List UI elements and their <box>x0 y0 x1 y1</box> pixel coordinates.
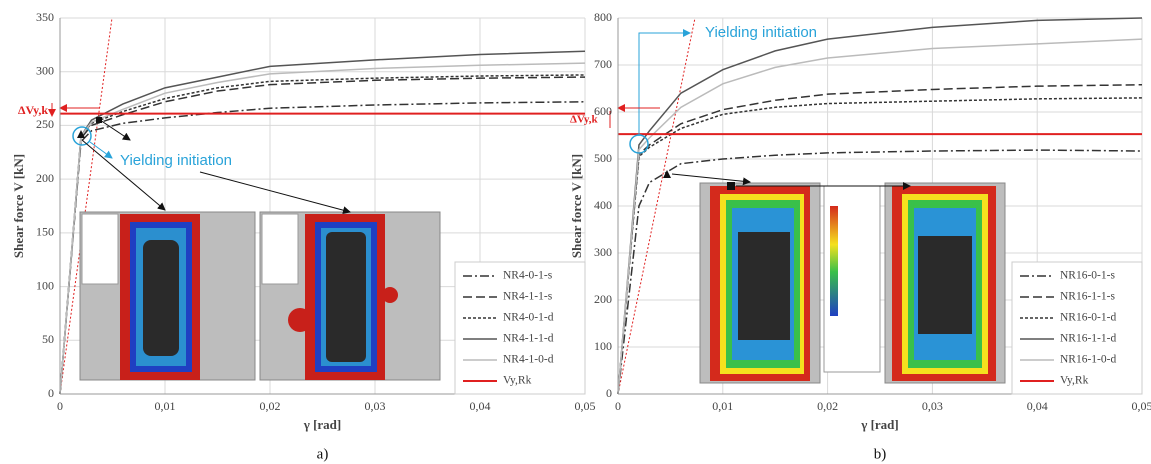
legend-label: NR4-0-1-s <box>503 270 553 282</box>
x-tick-label: 0,05 <box>575 399 596 413</box>
y-tick-label: 250 <box>36 117 54 131</box>
x-tick-label: 0 <box>57 399 63 413</box>
legend-label: NR16-0-1-d <box>1060 312 1116 324</box>
y-tick-label: 0 <box>606 386 612 400</box>
x-tick-label: 0,04 <box>1027 399 1048 413</box>
annotation: Yielding initiation <box>120 152 232 169</box>
y-tick-label: 150 <box>36 225 54 239</box>
y-tick-label: 50 <box>42 332 54 346</box>
legend-label: Vy,Rk <box>503 375 532 387</box>
x-tick-label: 0,04 <box>470 399 491 413</box>
y-axis-title: Shear force V [kN] <box>569 154 584 258</box>
y-tick-label: 300 <box>36 63 54 77</box>
x-tick-label: 0,01 <box>712 399 733 413</box>
y-tick-label: 200 <box>36 171 54 185</box>
figure: Yielding initiation ΔVy,k Yielding initi… <box>0 0 1151 464</box>
x-axis-title: γ [rad] <box>860 417 899 432</box>
y-tick-label: 500 <box>594 151 612 165</box>
legend-label: NR16-1-0-d <box>1060 354 1116 366</box>
legend-label: NR16-0-1-s <box>1060 270 1115 282</box>
x-tick-label: 0,01 <box>155 399 176 413</box>
fe-inset <box>700 183 1005 383</box>
y-axis-title: Shear force V [kN] <box>11 154 26 258</box>
y-tick-label: 200 <box>594 292 612 306</box>
y-tick-label: 700 <box>594 57 612 71</box>
x-tick-label: 0,02 <box>260 399 281 413</box>
legend-label: NR16-1-1-d <box>1060 333 1116 345</box>
legend-label: NR4-1-0-d <box>503 354 554 366</box>
annotation: Yielding initiation <box>705 24 817 41</box>
y-tick-label: 300 <box>594 245 612 259</box>
y-tick-label: 400 <box>594 198 612 212</box>
y-tick-label: 600 <box>594 104 612 118</box>
x-tick-label: 0 <box>615 399 621 413</box>
y-tick-label: 100 <box>36 278 54 292</box>
x-tick-label: 0,05 <box>1132 399 1151 413</box>
y-tick-label: 0 <box>48 386 54 400</box>
x-axis-title: γ [rad] <box>303 417 342 432</box>
legend-label: NR4-1-1-d <box>503 333 554 345</box>
legend-label: NR4-0-1-d <box>503 312 554 324</box>
y-tick-label: 100 <box>594 339 612 353</box>
y-tick-label: 350 <box>36 10 54 24</box>
legend-label: NR16-1-1-s <box>1060 291 1115 303</box>
x-tick-label: 0,03 <box>922 399 943 413</box>
fe-inset <box>80 212 440 380</box>
annotation: ΔVy,k <box>18 103 48 117</box>
x-tick-label: 0,02 <box>817 399 838 413</box>
caption: b) <box>874 446 887 462</box>
legend-label: NR4-1-1-s <box>503 291 553 303</box>
y-tick-label: 800 <box>594 10 612 24</box>
x-tick-label: 0,03 <box>365 399 386 413</box>
caption: a) <box>317 446 329 462</box>
legend-label: Vy,Rk <box>1060 375 1089 387</box>
